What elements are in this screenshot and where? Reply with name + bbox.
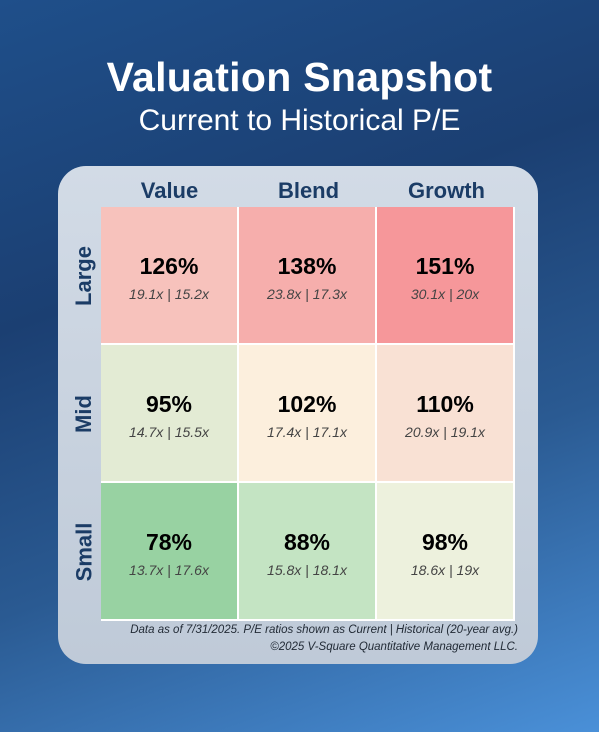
chart-title: Valuation Snapshot: [106, 54, 493, 100]
row-header-mid: Mid: [70, 395, 96, 433]
column-header-growth: Growth: [408, 178, 485, 203]
heatmap-cell-small-blend: 88% 15.8x | 18.1x: [239, 483, 375, 619]
cell-pe-label: 17.4x | 17.1x: [267, 423, 347, 440]
cell-pe-label: 18.6x | 19x: [410, 561, 480, 578]
cell-ratio-label: 110%: [416, 390, 474, 417]
cell-ratio-label: 88%: [283, 528, 331, 555]
cell-ratio-label: 98%: [421, 528, 469, 555]
heatmap-grid: 126% 19.1x | 15.2x 138% 23.8x | 17.3x 151% 30…: [101, 207, 515, 621]
heatmap-cell-mid-value: 95% 14.7x | 15.5x: [101, 345, 237, 481]
cell-pe-label: 23.8x | 17.3x: [267, 285, 347, 302]
chart-subtitle: Current to Historical P/E: [138, 104, 461, 137]
heatmap-cell-large-growth: 151% 30.1x | 20x: [377, 207, 513, 343]
row-header-large: Large: [71, 246, 97, 306]
cell-pe-label: 20.9x | 19.1x: [405, 423, 485, 440]
cell-ratio-label: 78%: [145, 528, 193, 555]
heatmap-cell-mid-blend: 102% 17.4x | 17.1x: [239, 345, 375, 481]
heatmap-cell-small-value: 78% 13.7x | 17.6x: [101, 483, 237, 619]
column-header-blend: Blend: [277, 178, 340, 203]
cell-ratio-label: 126%: [139, 252, 199, 279]
copyright: ©2025 V-Square Quantitative Management L…: [270, 641, 518, 653]
cell-ratio-label: 151%: [415, 252, 475, 279]
cell-ratio-label: 95%: [145, 390, 193, 417]
column-header-value: Value: [140, 178, 199, 203]
heatmap-cell-large-blend: 138% 23.8x | 17.3x: [239, 207, 375, 343]
heatmap-cell-mid-growth: 110% 20.9x | 19.1x: [377, 345, 513, 481]
cell-pe-label: 15.8x | 18.1x: [267, 561, 347, 578]
cell-pe-label: 13.7x | 17.6x: [129, 561, 209, 578]
heatmap-cell-large-value: 126% 19.1x | 15.2x: [101, 207, 237, 343]
cell-ratio-label: 102%: [277, 390, 337, 417]
cell-pe-label: 19.1x | 15.2x: [129, 285, 209, 302]
cell-pe-label: 14.7x | 15.5x: [129, 423, 209, 440]
cell-ratio-label: 138%: [277, 252, 337, 279]
row-header-small: Small: [71, 522, 97, 582]
cell-pe-label: 30.1x | 20x: [410, 285, 480, 302]
heatmap-cell-small-growth: 98% 18.6x | 19x: [377, 483, 513, 619]
footnote: Data as of 7/31/2025. P/E ratios shown a…: [130, 624, 518, 636]
